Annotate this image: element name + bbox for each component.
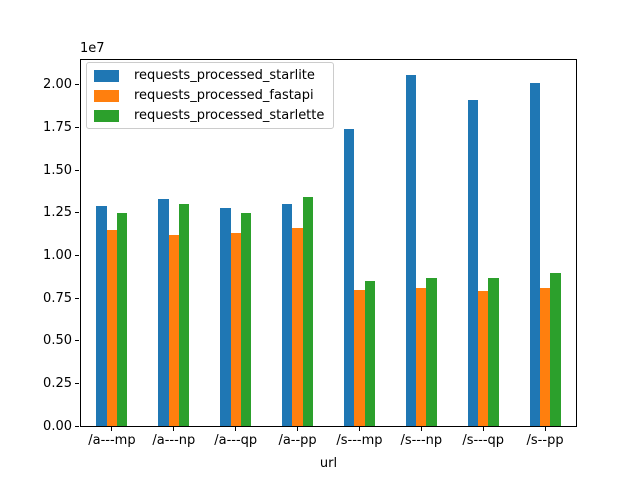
y-tick-mark [75, 84, 79, 86]
x-tick-label: /a---np [152, 433, 196, 448]
y-tick-mark [75, 297, 79, 299]
y-tick-mark [75, 382, 79, 384]
y-tick-label: 0.00 [43, 418, 72, 434]
bar [478, 291, 489, 426]
y-tick-mark [75, 212, 79, 214]
legend-swatch-icon [94, 89, 119, 102]
x-tick-mark [544, 427, 546, 431]
bar [364, 281, 375, 426]
x-tick-mark [420, 427, 422, 431]
bar [550, 272, 561, 426]
bar [240, 212, 252, 426]
bar [416, 287, 427, 426]
legend-item-label: requests_processed_starlette [134, 108, 325, 123]
y-tick-mark [75, 127, 79, 129]
bar [302, 197, 314, 426]
x-axis-label: url [319, 456, 338, 471]
bar [343, 129, 355, 426]
legend-item-label: requests_processed_starlite [134, 68, 315, 83]
bar [488, 277, 499, 426]
bar [178, 204, 190, 426]
y-tick-label: 0.25 [43, 375, 72, 391]
bar [282, 204, 293, 426]
x-tick-mark [173, 427, 175, 431]
y-tick-label: 0.75 [43, 290, 72, 306]
x-tick-mark [358, 427, 360, 431]
bar [96, 205, 107, 426]
bar [539, 287, 551, 426]
x-tick-label: /s---mp [336, 433, 383, 448]
bar [354, 289, 365, 426]
y-axis-offset-label: 1e7 [80, 41, 105, 56]
x-tick-mark [297, 427, 299, 431]
legend-swatch-icon [94, 109, 119, 122]
legend-swatch-icon [94, 69, 119, 82]
y-tick-label: 2.00 [43, 77, 72, 93]
y-tick-mark [75, 169, 79, 171]
x-tick-label: /s---np [400, 433, 443, 448]
bar [106, 229, 118, 426]
x-tick-label: /a--pp [278, 433, 317, 448]
bar [467, 100, 479, 426]
bar [168, 234, 179, 426]
legend-item-label: requests_processed_fastapi [134, 88, 314, 103]
legend-item: requests_processed_starlette [94, 109, 324, 122]
x-tick-mark [235, 427, 237, 431]
y-tick-label: 1.25 [43, 205, 72, 221]
y-tick-label: 1.00 [43, 247, 72, 263]
bar [158, 199, 169, 426]
bar [117, 212, 128, 426]
bar [405, 74, 417, 426]
bar [292, 228, 303, 426]
x-tick-label: /a---qp [214, 433, 258, 448]
bar [230, 233, 241, 426]
x-tick-label: /s--pp [526, 433, 564, 448]
x-tick-label: /s---qp [462, 433, 505, 448]
y-tick-mark [75, 425, 79, 427]
x-tick-mark [111, 427, 113, 431]
legend: requests_processed_starlite requests_proc… [86, 62, 335, 129]
bar [529, 83, 540, 426]
x-tick-mark [482, 427, 484, 431]
legend-item: requests_processed_fastapi [94, 89, 324, 102]
y-tick-label: 1.75 [43, 120, 72, 136]
y-tick-label: 0.50 [43, 333, 72, 349]
bar [426, 277, 437, 426]
bar [220, 207, 231, 426]
x-tick-label: /a---mp [88, 433, 136, 448]
legend-item: requests_processed_starlite [94, 69, 324, 82]
y-tick-label: 1.50 [43, 162, 72, 178]
y-tick-mark [75, 254, 79, 256]
y-tick-mark [75, 340, 79, 342]
